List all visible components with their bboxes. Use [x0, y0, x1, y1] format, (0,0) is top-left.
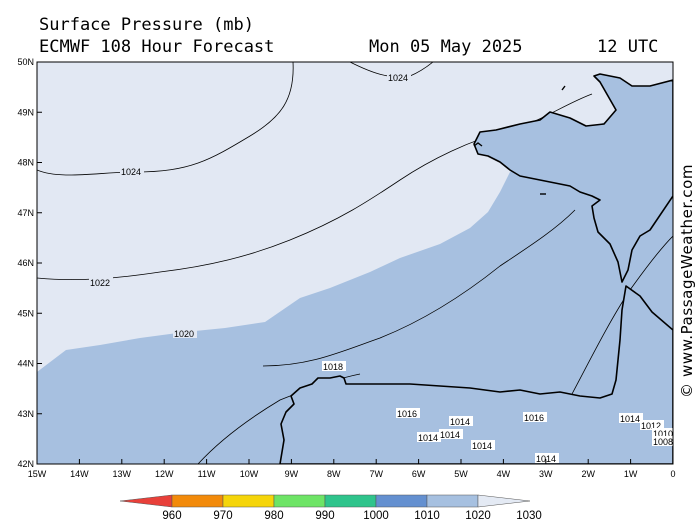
passageweather-credit: © www.PassageWeather.com	[678, 163, 696, 398]
isobar-label-1016-west: 1016	[397, 409, 417, 419]
forecast-date: Mon 05 May 2025	[369, 37, 523, 57]
scale-swatch	[119, 494, 173, 508]
lon-label: 4W	[497, 469, 511, 479]
lon-label: 6W	[412, 469, 426, 479]
isobar-label-1024-west: 1024	[121, 167, 141, 177]
lon-label: 8W	[327, 469, 341, 479]
lon-label: 7W	[369, 469, 383, 479]
scale-label: 990	[315, 510, 334, 522]
scale-swatch	[477, 494, 531, 508]
scale-swatch	[426, 494, 479, 508]
lat-label: 49N	[17, 107, 34, 117]
lon-label: 11W	[198, 469, 216, 479]
scale-label: 1030	[516, 510, 542, 522]
lat-label: 42N	[17, 459, 34, 469]
isobar-1018	[262, 209, 576, 367]
forecast-subtitle: ECMWF 108 Hour Forecast	[39, 37, 275, 57]
isobar-label-1014-d: 1014	[472, 441, 492, 451]
scale-label: 1020	[465, 510, 491, 522]
lat-label: 50N	[17, 57, 34, 67]
lon-label: 3W	[539, 469, 553, 479]
scale-swatch	[273, 494, 326, 508]
isobar-label-1008: 1008	[653, 437, 673, 447]
isobar-label-1010: 1010	[653, 429, 673, 439]
scale-label: 1000	[363, 510, 389, 522]
scale-label: 1010	[414, 510, 440, 522]
lat-label: 46N	[17, 258, 34, 268]
isobar-label-1014-a: 1014	[450, 417, 470, 427]
island-channel	[561, 85, 566, 91]
island-ouessant	[473, 142, 483, 147]
pressure-color-scale: 960 970 980 990 1000 1010 1020 1030	[119, 494, 542, 522]
isobar-label-1014-c: 1014	[440, 430, 460, 440]
scale-label: 970	[213, 510, 232, 522]
isobar-label-1014-b: 1014	[418, 433, 438, 443]
isobar-label-1012: 1012	[641, 421, 661, 431]
isobar-label-1024-north: 1024	[388, 73, 408, 83]
lon-label: 9W	[285, 469, 299, 479]
lat-label: 43N	[17, 409, 34, 419]
lat-label: 44N	[17, 359, 34, 369]
scale-swatch	[222, 494, 275, 508]
lat-label: 45N	[17, 308, 34, 318]
lat-label: 48N	[17, 158, 34, 168]
isobar-label-1022: 1022	[90, 278, 110, 288]
lon-label: 13W	[113, 469, 132, 479]
lon-label: 5W	[454, 469, 468, 479]
isobar-label-1018: 1018	[323, 362, 343, 372]
lon-label: 14W	[70, 469, 89, 479]
lon-label: 1W	[624, 469, 638, 479]
lat-label: 47N	[17, 208, 34, 218]
scale-swatch	[171, 494, 224, 508]
scale-swatch	[375, 494, 428, 508]
scale-swatch	[324, 494, 377, 508]
lon-label: 0	[670, 469, 675, 479]
lon-label: 12W	[155, 469, 174, 479]
lon-label: 2W	[581, 469, 595, 479]
isobar-label-1014-f: 1014	[620, 414, 640, 424]
iberia-coastline	[279, 285, 673, 464]
map-title: Surface Pressure (mb)	[39, 15, 254, 35]
lon-label: 10W	[240, 469, 259, 479]
longitude-axis: 15W 14W 13W 12W 11W 10W 9W 8W 7W 6W 5W 4W 3W 2W 1W 0	[28, 459, 676, 479]
isobar-label-1020: 1020	[174, 329, 194, 339]
lon-label: 15W	[28, 469, 47, 479]
scale-label: 980	[264, 510, 283, 522]
scale-label: 960	[162, 510, 181, 522]
brittany-coastline	[473, 73, 673, 283]
isobar-1024-west	[37, 62, 294, 176]
isobar-label-1016-east: 1016	[524, 413, 544, 423]
latitude-axis: 50N 49N 48N 47N 46N 45N 44N 43N 42N	[17, 57, 42, 469]
forecast-time: 12 UTC	[597, 37, 659, 57]
